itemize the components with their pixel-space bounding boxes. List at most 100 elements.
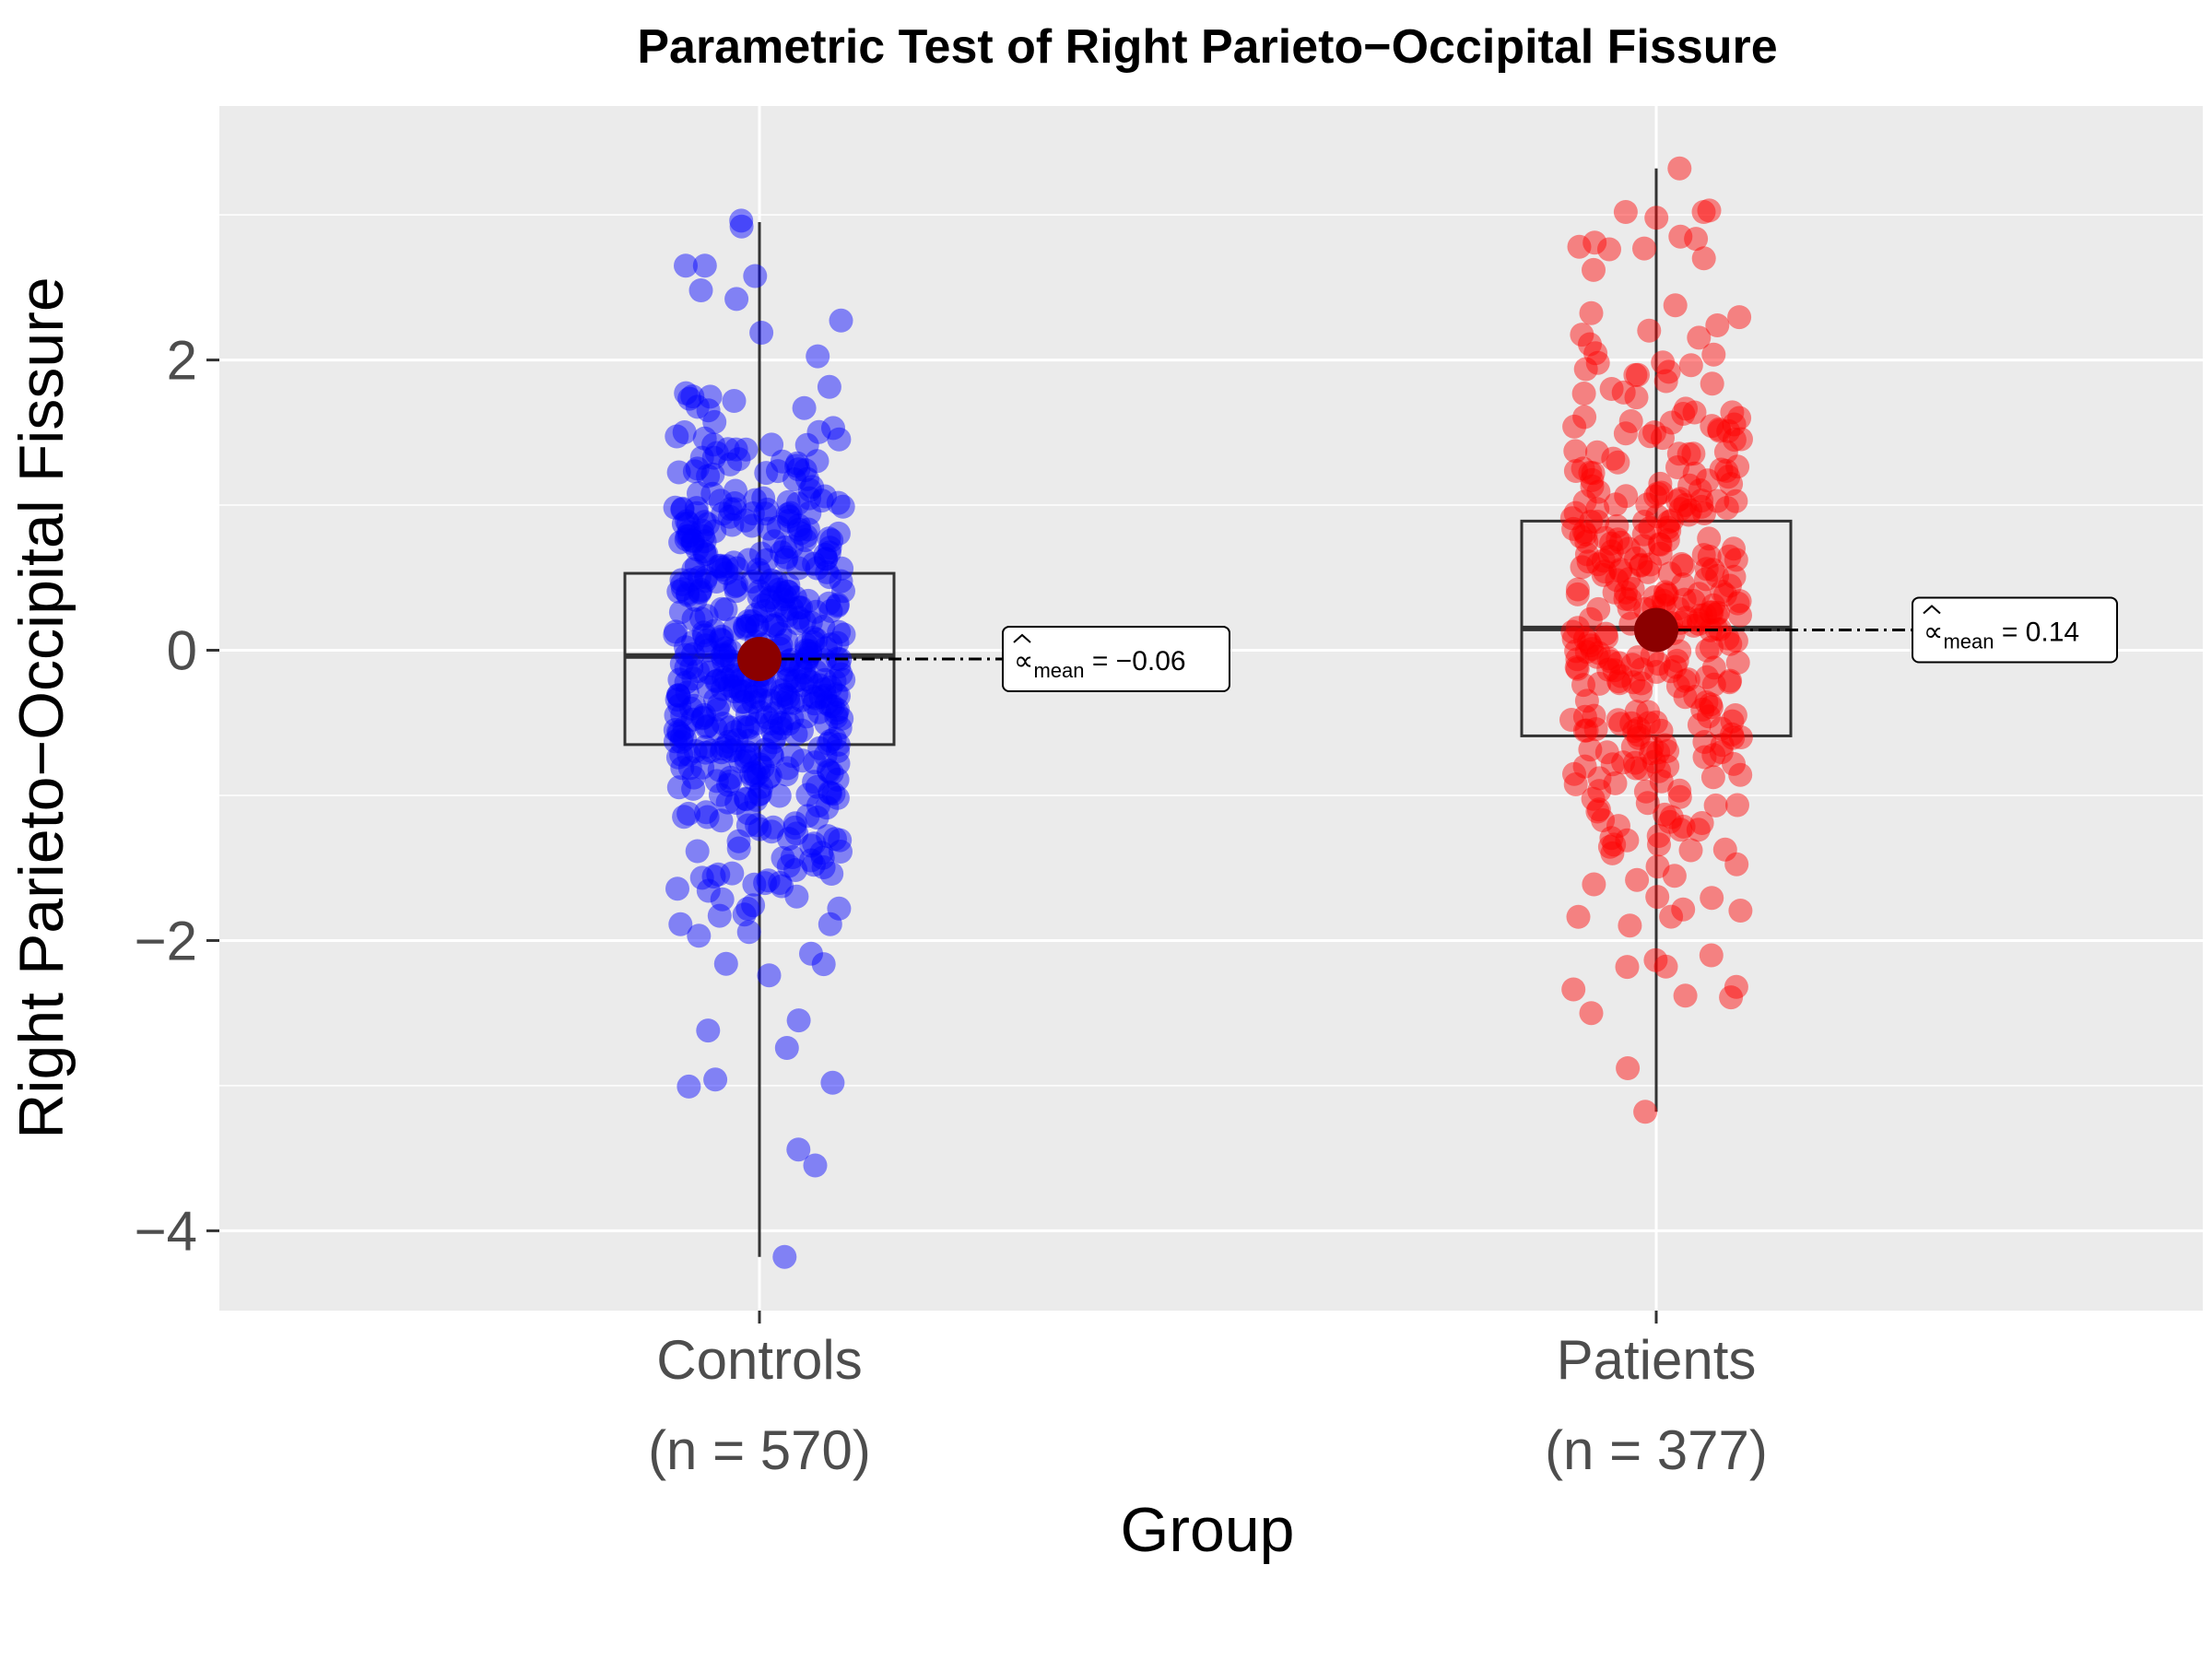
data-point — [694, 542, 719, 567]
data-point — [768, 871, 793, 895]
data-point — [742, 872, 767, 897]
data-point — [748, 688, 773, 712]
data-point — [770, 678, 794, 703]
data-point — [1572, 489, 1597, 514]
data-point — [689, 445, 714, 470]
data-point — [805, 774, 830, 799]
data-point — [1667, 778, 1692, 803]
data-point — [1623, 756, 1648, 781]
data-point — [794, 648, 819, 673]
data-point — [1653, 954, 1678, 979]
data-point — [1596, 657, 1621, 682]
data-point — [685, 456, 710, 481]
data-point — [724, 572, 749, 597]
data-point — [772, 535, 797, 559]
data-point — [670, 724, 694, 748]
data-point — [789, 595, 813, 620]
data-point — [689, 865, 714, 890]
data-point — [1722, 751, 1746, 776]
data-point — [1602, 580, 1627, 605]
data-point — [831, 622, 856, 647]
data-point — [697, 660, 722, 685]
data-point — [1586, 596, 1611, 621]
data-point — [1727, 406, 1752, 430]
data-point — [817, 731, 841, 756]
data-point — [730, 689, 755, 714]
data-point — [770, 683, 794, 708]
data-point — [714, 667, 739, 692]
data-point — [766, 515, 791, 539]
plot-panel — [219, 106, 2203, 1311]
data-point — [726, 447, 751, 472]
data-point — [1681, 441, 1706, 466]
data-point — [1636, 559, 1661, 584]
data-point — [1620, 653, 1645, 677]
data-point — [735, 714, 760, 739]
data-point — [733, 616, 758, 641]
data-point — [1578, 460, 1603, 485]
data-point — [1667, 639, 1692, 664]
data-point — [1659, 805, 1684, 830]
data-point — [1611, 750, 1636, 775]
data-point — [670, 571, 695, 596]
data-point — [782, 815, 807, 840]
data-point — [1718, 631, 1743, 656]
data-point — [819, 760, 844, 785]
data-point — [805, 449, 830, 474]
data-point — [1633, 1100, 1658, 1124]
data-point — [815, 559, 840, 584]
data-point — [1716, 418, 1741, 443]
data-point — [1657, 510, 1681, 535]
data-point — [1571, 456, 1595, 481]
data-point — [1683, 685, 1708, 709]
data-point — [760, 719, 785, 744]
data-point — [764, 570, 789, 594]
data-point — [827, 654, 852, 679]
x-tick-label-count: (n = 377) — [1545, 1419, 1768, 1481]
data-point — [1725, 454, 1750, 479]
data-point — [827, 896, 852, 921]
data-point — [684, 553, 709, 578]
data-point — [720, 512, 745, 537]
y-tick-label: −4 — [135, 1200, 197, 1262]
data-point — [1705, 563, 1730, 588]
data-point — [1646, 824, 1671, 848]
data-point — [1614, 580, 1638, 605]
data-point — [1562, 414, 1587, 439]
data-point — [710, 736, 735, 761]
data-point — [681, 666, 706, 691]
data-point — [666, 684, 691, 709]
data-point — [726, 829, 751, 853]
data-point — [696, 398, 721, 423]
data-point — [1574, 688, 1599, 713]
data-point — [1709, 457, 1734, 482]
data-point — [666, 579, 691, 604]
data-point — [760, 744, 784, 769]
data-point — [1601, 446, 1626, 471]
data-point — [690, 705, 715, 730]
data-point — [670, 703, 695, 727]
data-point — [1606, 814, 1630, 839]
data-point — [710, 887, 735, 912]
data-point — [740, 570, 765, 594]
data-point — [1611, 380, 1636, 405]
data-point — [1721, 725, 1746, 750]
data-point — [681, 776, 706, 801]
data-point — [810, 845, 835, 870]
data-point — [1569, 524, 1594, 549]
data-point — [1645, 481, 1670, 506]
data-point — [747, 584, 771, 609]
data-point — [1570, 323, 1594, 347]
data-point — [762, 725, 787, 750]
data-point — [1651, 350, 1676, 375]
data-point — [795, 588, 820, 613]
data-point — [672, 715, 697, 740]
data-point — [757, 963, 782, 988]
data-point — [784, 821, 809, 846]
data-point — [799, 848, 823, 873]
data-point — [1724, 547, 1748, 572]
data-point — [780, 845, 805, 869]
data-point — [1635, 791, 1660, 816]
data-point — [666, 720, 691, 744]
